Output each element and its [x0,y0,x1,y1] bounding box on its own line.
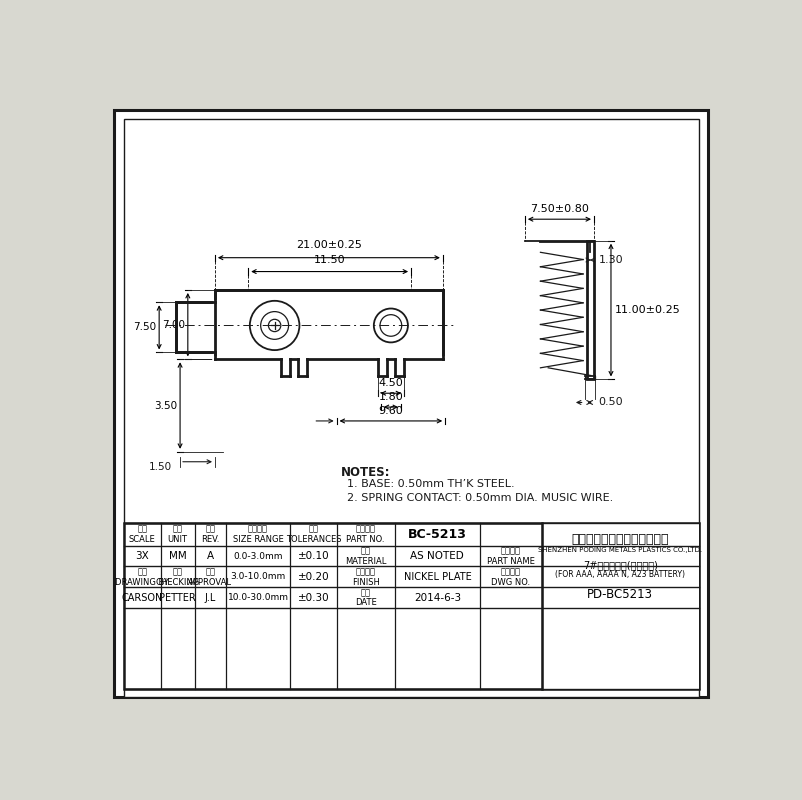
Text: 7.50: 7.50 [133,322,156,332]
Text: ±0.10: ±0.10 [298,551,329,561]
Text: PETTER: PETTER [160,593,196,602]
Circle shape [250,301,299,350]
Text: 2. SPRING CONTACT: 0.50mm DIA. MUSIC WIRE.: 2. SPRING CONTACT: 0.50mm DIA. MUSIC WIR… [346,493,613,502]
Text: CARSON: CARSON [121,593,163,602]
Text: 版本
REV.: 版本 REV. [201,525,220,544]
Bar [542,522,699,689]
Text: 表面处理
FINISH: 表面处理 FINISH [352,567,379,586]
Text: 0.0-3.0mm: 0.0-3.0mm [233,551,283,561]
Text: NOTES:: NOTES: [341,466,390,478]
Text: BC-5213: BC-5213 [408,528,467,541]
Bar [124,522,699,689]
Text: SHENZHEN PODING METALS PLASTICS CO.,LTD.: SHENZHEN PODING METALS PLASTICS CO.,LTD. [538,547,703,554]
Text: J.L: J.L [205,593,216,602]
Text: 核准
APPROVAL: 核准 APPROVAL [188,567,233,586]
Bar [215,290,443,359]
Text: 深圳市保定五金塑胶有限公司: 深圳市保定五金塑胶有限公司 [572,533,669,546]
Text: 11.00±0.25: 11.00±0.25 [615,305,681,315]
Text: 9.60: 9.60 [379,406,403,415]
Text: 日期
DATE: 日期 DATE [354,588,377,607]
Circle shape [269,319,281,332]
Text: 11.50: 11.50 [314,255,346,266]
Text: 制图
DRAWING BY: 制图 DRAWING BY [115,567,169,586]
Text: (FOR AAA, AAAA N, A23 BATTERY): (FOR AAA, AAAA N, A23 BATTERY) [555,570,685,579]
Circle shape [380,314,402,336]
Text: 1.30: 1.30 [598,255,623,265]
Text: 公差
TOLERANCES: 公差 TOLERANCES [286,525,341,544]
Text: 0.50: 0.50 [597,398,622,407]
Text: PD-BC5213: PD-BC5213 [587,588,654,601]
Text: MM: MM [169,551,187,561]
Bar [176,302,215,353]
Text: 图纸编号
DWG NO.: 图纸编号 DWG NO. [492,567,531,586]
Text: 1.80: 1.80 [379,392,403,402]
Text: 3X: 3X [136,551,149,561]
Text: 审核
CHECKING: 审核 CHECKING [156,567,200,586]
Text: 零件编号
PART NO.: 零件编号 PART NO. [346,525,385,544]
Text: 21.00±0.25: 21.00±0.25 [296,240,362,250]
Text: ±0.20: ±0.20 [298,572,329,582]
Text: ±0.30: ±0.30 [298,593,329,602]
Text: 4.50: 4.50 [379,378,403,388]
Text: 尺寸范围
SIZE RANGE: 尺寸范围 SIZE RANGE [233,525,283,544]
Text: 7.00: 7.00 [162,320,184,330]
Bar [587,241,594,379]
Text: 3.50: 3.50 [154,401,177,410]
Text: A: A [207,551,214,561]
Text: AS NOTED: AS NOTED [411,551,464,561]
Text: 7.50±0.80: 7.50±0.80 [530,204,589,214]
Text: 材料
MATERIAL: 材料 MATERIAL [345,546,387,566]
Text: 比例
SCALE: 比例 SCALE [129,525,156,544]
Text: 单位
UNIT: 单位 UNIT [168,525,188,544]
Circle shape [374,309,408,342]
Text: 零件名称
PART NAME: 零件名称 PART NAME [487,546,535,566]
Text: NICKEL PLATE: NICKEL PLATE [403,572,472,582]
Text: 1. BASE: 0.50mm TH’K STEEL.: 1. BASE: 0.50mm TH’K STEEL. [346,479,514,490]
Text: 3.0-10.0mm: 3.0-10.0mm [230,572,286,582]
Circle shape [261,312,289,339]
Text: 7#电池连接片(负正连片): 7#电池连接片(负正连片) [583,560,658,570]
Text: 10.0-30.0mm: 10.0-30.0mm [228,593,289,602]
Text: 2014-6-3: 2014-6-3 [414,593,461,602]
Text: 1.50: 1.50 [149,462,172,472]
